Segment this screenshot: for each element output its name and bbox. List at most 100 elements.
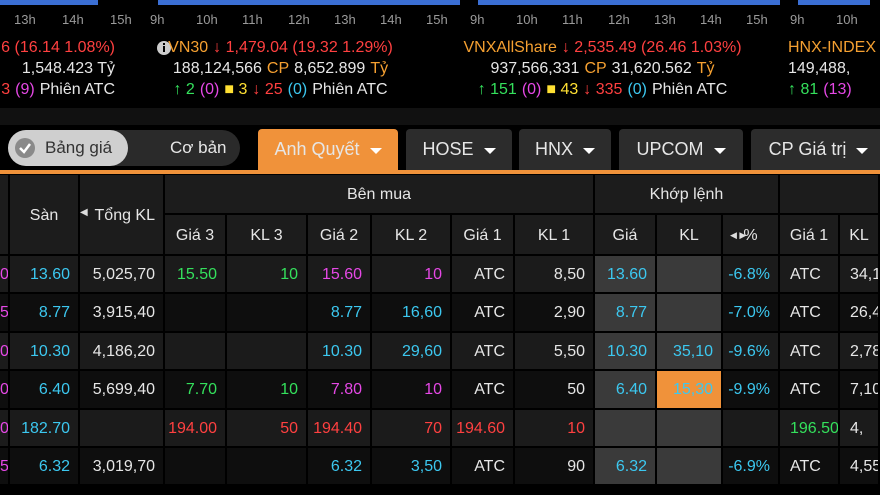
index-text: ↓ 2,535.49 (26.46 1.03%) bbox=[561, 39, 742, 56]
quote-cell: 15.50 bbox=[165, 256, 227, 295]
caret bbox=[856, 148, 869, 154]
quote-cell: 8.77 bbox=[10, 294, 80, 333]
header-group bbox=[780, 175, 880, 215]
header-cell: KL 3 bbox=[227, 215, 308, 256]
quote-cell: 34,1 bbox=[840, 256, 880, 295]
header-cell: Tổng KL bbox=[80, 175, 165, 256]
quote-cell: ATC bbox=[452, 294, 515, 333]
market-tab[interactable]: HOSE bbox=[406, 129, 512, 170]
hour-label: 10h bbox=[196, 12, 218, 27]
quote-cell: 2,90 bbox=[515, 294, 595, 333]
market-tab[interactable]: HNX bbox=[519, 129, 611, 170]
chart-bar-strip bbox=[478, 0, 780, 5]
market-tab[interactable]: Anh Quyết bbox=[258, 129, 398, 170]
quote-cell: 5 bbox=[0, 294, 10, 333]
quote-cell: 90 bbox=[515, 448, 595, 487]
index-line: 3 (9) Phiên ATC bbox=[0, 80, 120, 100]
quote-cell: -6.9% bbox=[723, 448, 780, 487]
quote-cell: ATC bbox=[780, 256, 840, 295]
index-text: Phiên ATC bbox=[652, 81, 728, 98]
tab-label: HNX bbox=[534, 139, 573, 159]
quote-cell: 15.60 bbox=[308, 256, 372, 295]
index-text: 188,124,566 bbox=[172, 60, 262, 77]
quote-cell: 26,4 bbox=[840, 294, 880, 333]
quote-cell bbox=[657, 294, 723, 333]
quote-cell: -6.8% bbox=[723, 256, 780, 295]
quote-cell: ATC bbox=[780, 294, 840, 333]
index-text: (0) bbox=[627, 81, 647, 98]
hour-label: 15h bbox=[110, 12, 132, 27]
chart-bar-strip bbox=[0, 0, 98, 5]
quote-cell: 7.70 bbox=[165, 371, 227, 410]
hour-label: 12h bbox=[608, 12, 630, 27]
hour-label: 14h bbox=[700, 12, 722, 27]
quote-cell: 6.32 bbox=[308, 448, 372, 487]
market-tab[interactable]: CP Giá trị bbox=[751, 129, 880, 170]
quote-cell: 3,019,70 bbox=[80, 448, 165, 487]
tab-underline bbox=[0, 170, 880, 174]
hour-label: 11h bbox=[562, 12, 583, 27]
quote-cell: 4,55 bbox=[840, 448, 880, 487]
index-text: ↑ 151 bbox=[477, 81, 517, 98]
index-text: Tỷ bbox=[370, 60, 389, 77]
tab-label: HOSE bbox=[422, 139, 474, 159]
chart-bar-strip bbox=[798, 0, 870, 5]
index-text: ↓ 1,479.04 (19.32 1.29%) bbox=[213, 39, 393, 56]
index-line: ↑ 81 (13) bbox=[788, 80, 880, 100]
header-group: Bên mua bbox=[165, 175, 595, 215]
quote-cell: 50 bbox=[227, 409, 308, 448]
hour-label: 13h bbox=[334, 12, 356, 27]
market-tab[interactable]: UPCOM bbox=[619, 129, 743, 170]
caret bbox=[483, 148, 496, 154]
quote-cell: 70 bbox=[372, 409, 452, 448]
index-text: HNX-INDEX bbox=[788, 39, 877, 56]
hour-label: 14h bbox=[62, 12, 84, 27]
index-text: 149,488, bbox=[788, 60, 851, 77]
tab-label: UPCOM bbox=[636, 139, 704, 159]
quote-cell: -7.0% bbox=[723, 294, 780, 333]
index-text: VNXAllShare bbox=[463, 39, 557, 56]
info-icon bbox=[157, 41, 171, 55]
quote-cell: 0 bbox=[0, 256, 10, 295]
index-text: ↑ 81 bbox=[788, 81, 819, 98]
quote-cell: 7,10 bbox=[840, 371, 880, 410]
quote-cell bbox=[595, 409, 657, 448]
header-cell: Sàn bbox=[10, 175, 80, 256]
index-text: (13) bbox=[823, 81, 852, 98]
quote-cell: 4, bbox=[840, 409, 880, 448]
quote-cell: 4,186,20 bbox=[80, 332, 165, 372]
quote-cell: 35,10 bbox=[657, 332, 723, 372]
quote-cell: 10 bbox=[372, 256, 452, 295]
index-text: CP bbox=[584, 60, 607, 77]
check-icon bbox=[15, 138, 35, 158]
quote-cell: 10 bbox=[227, 371, 308, 410]
toggle-option[interactable]: Cơ bản bbox=[170, 138, 227, 157]
index-text: ↓ 25 bbox=[252, 81, 283, 98]
quote-cell: ATC bbox=[452, 332, 515, 372]
index-line: ↑ 2 (0) ■ 3 ↓ 25 (0) Phiên ATC bbox=[118, 80, 448, 100]
tab-label: CP Giá trị bbox=[768, 139, 847, 159]
quote-cell: 13.60 bbox=[10, 256, 80, 295]
header-cell: Giá 3 bbox=[165, 215, 227, 256]
quote-cell: 2,78 bbox=[840, 332, 880, 372]
quote-cell: 6.32 bbox=[595, 448, 657, 487]
divider bbox=[0, 108, 880, 125]
quote-cell: 6.32 bbox=[10, 448, 80, 487]
index-line: 937,566,331 CP 31,620.562 Tỷ bbox=[440, 59, 770, 79]
index-text: (0) bbox=[521, 81, 542, 98]
quote-cell: 29,60 bbox=[372, 332, 452, 372]
quote-cell bbox=[657, 409, 723, 448]
hour-label: 9h bbox=[470, 12, 485, 27]
sort-icon: ◀ ▶ bbox=[730, 230, 747, 240]
quote-cell: 0 bbox=[0, 332, 10, 372]
index-text: (0) bbox=[199, 81, 220, 98]
hour-label: 9h bbox=[790, 12, 805, 27]
toggle-option[interactable]: Bảng giá bbox=[45, 138, 113, 157]
quote-cell bbox=[657, 256, 723, 295]
index-text: 8,652.899 bbox=[294, 60, 366, 77]
quote-cell: 182.70 bbox=[10, 409, 80, 448]
header-cell: % bbox=[723, 215, 780, 256]
quote-cell bbox=[723, 409, 780, 448]
index-text: 3 bbox=[1, 81, 11, 98]
